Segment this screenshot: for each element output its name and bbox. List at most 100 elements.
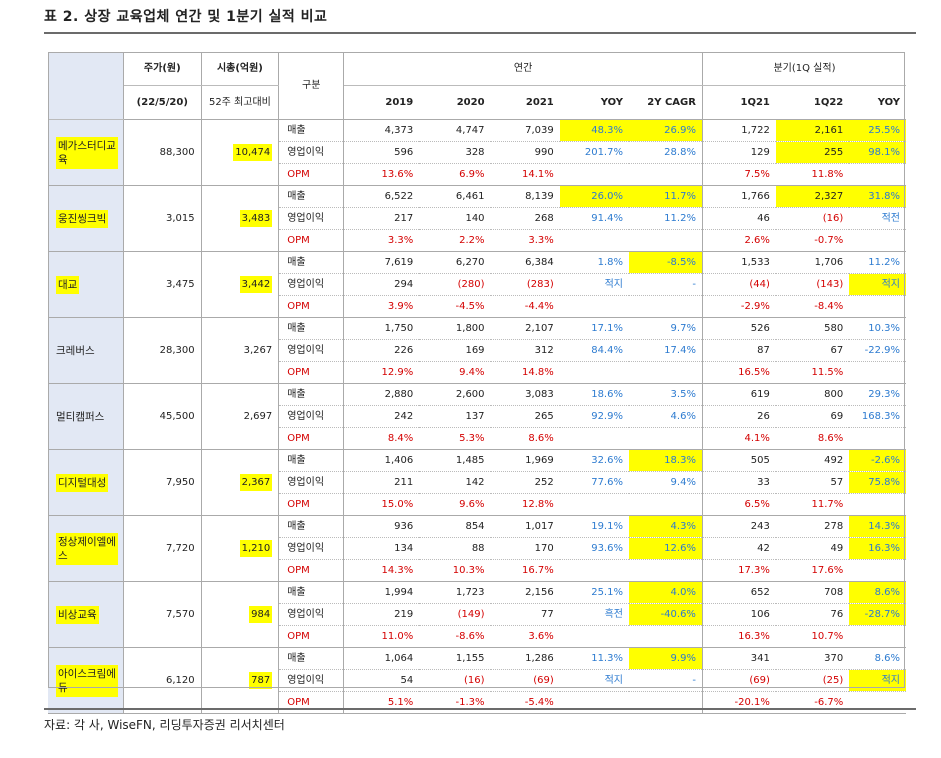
op-value: 242 [343,405,420,428]
sales-value: 2,156 [490,581,560,604]
table-row: 멀티캠퍼스 45,500 2,697 매출 2,880 2,600 3,083 18.6% 3.… [48,383,906,450]
opm-value: -4.4% [490,295,560,318]
table-row: OPM 3.9% -4.5% -4.4% -2.9% -8.4% [48,295,906,318]
opm-value: 17.3% [701,559,776,582]
stock-price: 7,570 [123,581,202,648]
item-label-op: 영업이익 [278,669,345,692]
company-name: 정상제이엘에스 [48,515,124,582]
sales-value: 3,083 [490,383,560,406]
sales-value: 2,161 [775,119,850,142]
op-value: 169 [419,339,491,362]
op-value: 142 [419,471,491,494]
op-value: 137 [419,405,491,428]
item-label-opm: OPM [278,625,345,648]
op-value: - [628,669,703,692]
company-name-label: 대교 [56,275,80,294]
sales-value: 526 [701,317,776,340]
op-value: 84.4% [559,339,629,362]
op-value: 17.4% [628,339,703,362]
table-row: 영업이익 211 142 252 77.6% 9.4% 33 57 75.8% [48,471,906,494]
company-name: 크레버스 [48,317,124,384]
company-name-label: 아이스크림에듀 [56,664,118,697]
op-value: 87 [701,339,776,362]
opm-value [849,625,906,648]
op-value: 26 [701,405,776,428]
company-name-label: 디지털대성 [56,473,109,492]
op-value: (283) [490,273,560,296]
sales-value: -8.5% [628,251,703,274]
opm-value: 12.9% [343,361,420,384]
sales-value: -2.6% [849,449,906,472]
opm-value: 13.6% [343,163,420,186]
table-row: 영업이익 226 169 312 84.4% 17.4% 87 67 -22.9% [48,339,906,362]
market-cap: 1,210 [201,515,280,582]
table-row: OPM 12.9% 9.4% 14.8% 16.5% 11.5% [48,361,906,384]
op-value: 219 [343,603,420,626]
sales-value: 1,766 [701,185,776,208]
table-row: 디지털대성 7,950 2,367 매출 1,406 1,485 1,969 32.6% 18.… [48,449,906,516]
table-row: 대교 3,475 3,442 매출 7,619 6,270 6,384 1.8% -8.5% 1,… [48,251,906,318]
op-value: (69) [490,669,560,692]
op-value: 201.7% [559,141,629,164]
company-name-label: 멀티캠퍼스 [56,410,105,423]
op-value: 252 [490,471,560,494]
opm-value [628,229,703,252]
item-label-opm: OPM [278,229,345,252]
op-value: 흑전 [559,603,629,626]
item-label-opm: OPM [278,295,345,318]
company-name: 디지털대성 [48,449,124,516]
item-label-sales: 매출 [278,581,345,604]
sales-value: 1,406 [343,449,420,472]
sales-value: 11.7% [628,185,703,208]
opm-value: -1.3% [419,691,491,714]
op-value: 16.3% [849,537,906,560]
market-cap: 2,697 [201,383,280,450]
sales-value: 26.0% [559,185,629,208]
sales-value: 1,800 [419,317,491,340]
sales-value: 7,619 [343,251,420,274]
item-label-op: 영업이익 [278,207,345,230]
stock-price: 3,015 [123,185,202,252]
sales-value: 2,327 [775,185,850,208]
header-item: 구분 [278,52,345,120]
opm-value [849,361,906,384]
opm-value [559,229,629,252]
sales-value: 10.3% [849,317,906,340]
opm-value: -2.9% [701,295,776,318]
opm-value: 11.0% [343,625,420,648]
op-value: 255 [775,141,850,164]
item-label-opm: OPM [278,691,345,714]
opm-value: -8.4% [775,295,850,318]
sales-value: 341 [701,647,776,670]
opm-value: 4.1% [701,427,776,450]
opm-value: 10.3% [419,559,491,582]
opm-value: 2.6% [701,229,776,252]
opm-value [628,625,703,648]
sales-value: 2,107 [490,317,560,340]
header-cap: 시총(억원) [201,52,280,86]
sales-value: 29.3% [849,383,906,406]
stock-price: 7,720 [123,515,202,582]
op-value: 294 [343,273,420,296]
opm-value [849,229,906,252]
market-cap: 10,474 [201,119,280,186]
item-label-sales: 매출 [278,383,345,406]
opm-value: 16.7% [490,559,560,582]
sales-value: 8,139 [490,185,560,208]
stock-price: 3,475 [123,251,202,318]
opm-value: -6.7% [775,691,850,714]
op-value: (25) [775,669,850,692]
table-row: 크레버스 28,300 3,267 매출 1,750 1,800 2,107 17.1% 9.7… [48,317,906,384]
op-value: 140 [419,207,491,230]
opm-value: 2.2% [419,229,491,252]
sales-value: 580 [775,317,850,340]
op-value: (149) [419,603,491,626]
opm-value: -20.1% [701,691,776,714]
company-name: 멀티캠퍼스 [48,383,124,450]
item-label-opm: OPM [278,427,345,450]
market-cap: 3,267 [201,317,280,384]
sales-value: 936 [343,515,420,538]
table-row: OPM 15.0% 9.6% 12.8% 6.5% 11.7% [48,493,906,516]
sales-value: 1,485 [419,449,491,472]
opm-value [559,625,629,648]
